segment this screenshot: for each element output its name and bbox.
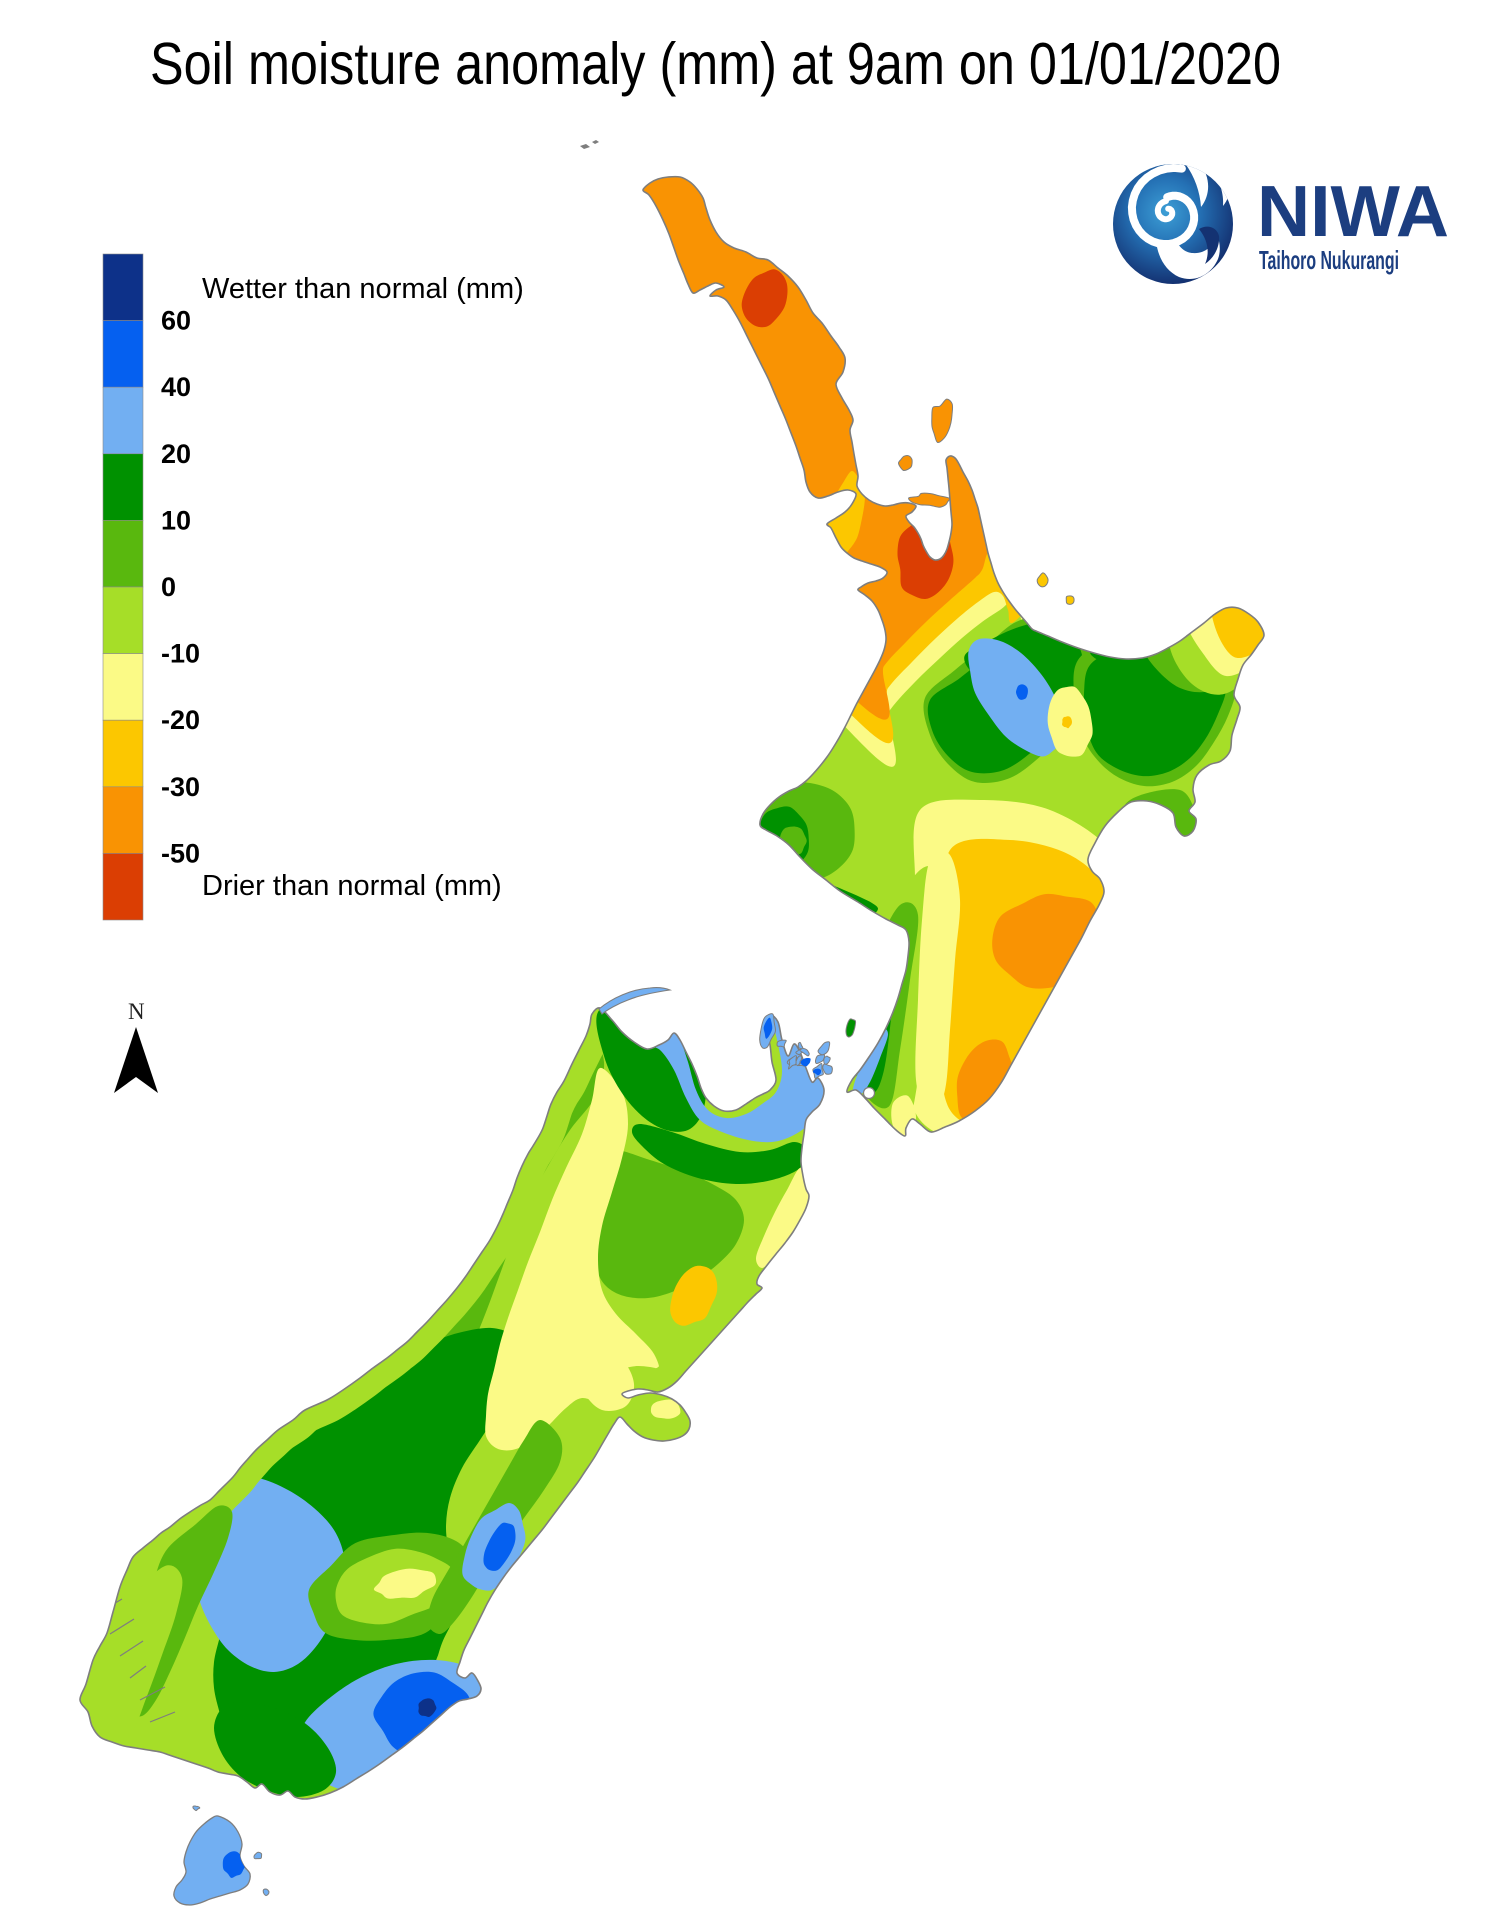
svg-text:NIWA: NIWA [1257,172,1449,252]
svg-text:40: 40 [161,372,191,402]
svg-text:-10: -10 [161,639,200,669]
svg-text:Drier than normal (mm): Drier than normal (mm) [202,870,502,902]
svg-text:Taihoro Nukurangi: Taihoro Nukurangi [1259,245,1399,275]
svg-text:Soil moisture anomaly (mm) at: Soil moisture anomaly (mm) at 9am on 01/… [150,31,1281,97]
svg-text:Wetter than normal (mm): Wetter than normal (mm) [202,273,524,305]
svg-text:-20: -20 [161,705,200,735]
svg-text:0: 0 [161,572,176,602]
svg-text:60: 60 [161,306,191,336]
svg-text:10: 10 [161,505,191,535]
svg-text:20: 20 [161,439,191,469]
svg-text:-50: -50 [161,838,200,868]
svg-text:-30: -30 [161,772,200,802]
svg-text:N: N [128,999,145,1024]
